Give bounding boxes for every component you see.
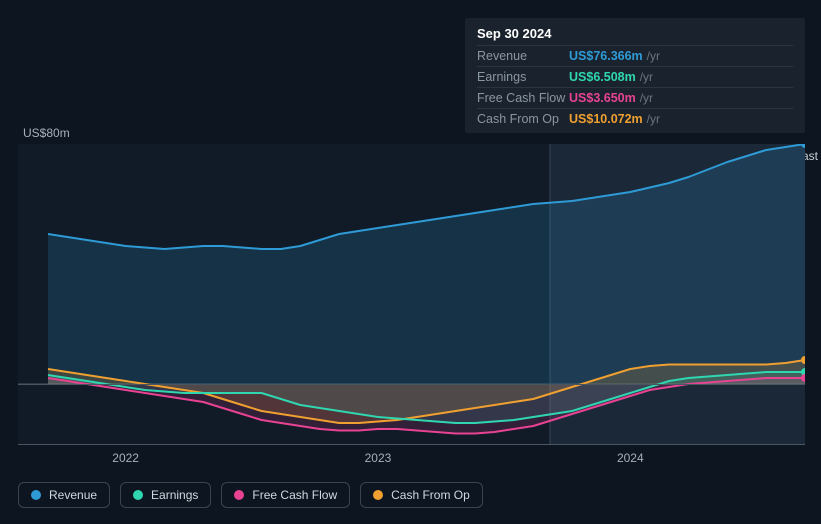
legend-item-free-cash-flow[interactable]: Free Cash Flow [221,482,350,508]
y-axis-label: US$80m [23,126,70,140]
legend-dot-icon [31,490,41,500]
chart-area: US$80mUS$0-US$20m 202220232024 Past [0,0,821,524]
zero-baseline [18,384,805,385]
legend-dot-icon [234,490,244,500]
x-axis-label: 2024 [617,451,644,465]
legend-label: Free Cash Flow [252,488,337,502]
legend-dot-icon [133,490,143,500]
plot-bottom-border [18,444,805,445]
legend-item-revenue[interactable]: Revenue [18,482,110,508]
line-area-chart[interactable] [18,144,805,444]
legend-item-cash-from-op[interactable]: Cash From Op [360,482,483,508]
legend: Revenue Earnings Free Cash Flow Cash From O… [18,482,483,508]
legend-label: Revenue [49,488,97,502]
x-axis-label: 2022 [112,451,139,465]
legend-dot-icon [373,490,383,500]
legend-label: Cash From Op [391,488,470,502]
legend-label: Earnings [151,488,198,502]
x-axis-label: 2023 [365,451,392,465]
legend-item-earnings[interactable]: Earnings [120,482,211,508]
